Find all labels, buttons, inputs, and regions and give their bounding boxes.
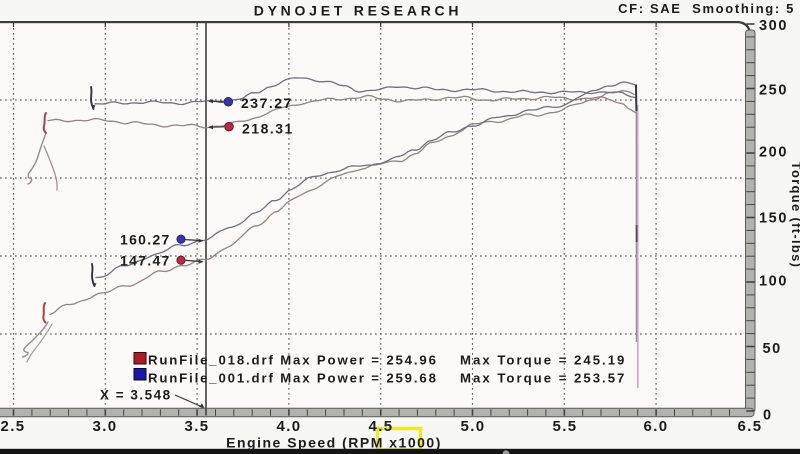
svg-text:Engine Speed (RPM x1000): Engine Speed (RPM x1000) [226, 435, 442, 451]
svg-text:0: 0 [763, 408, 772, 424]
svg-text:237.27: 237.27 [241, 95, 293, 111]
svg-text:150: 150 [759, 211, 788, 227]
svg-text:250: 250 [759, 83, 788, 99]
svg-text:CF: SAE Smoothing: 5: CF: SAE Smoothing: 5 [618, 1, 795, 16]
svg-text:DYNOJET RESEARCH: DYNOJET RESEARCH [254, 3, 463, 19]
svg-text:RunFile_018.drf Max Power = 25: RunFile_018.drf Max Power = 254.96 [148, 353, 438, 368]
svg-text:5.5: 5.5 [552, 418, 577, 435]
svg-text:100: 100 [759, 274, 788, 290]
svg-text:4.5: 4.5 [368, 418, 393, 435]
svg-text:6.0: 6.0 [643, 418, 668, 435]
svg-text:147.47: 147.47 [120, 253, 171, 269]
svg-text:RunFile_001.drf Max Power = 25: RunFile_001.drf Max Power = 259.68 [148, 371, 438, 386]
svg-text:5.0: 5.0 [460, 418, 485, 435]
svg-text:3.5: 3.5 [184, 418, 209, 435]
svg-text:X = 3.548: X = 3.548 [100, 388, 172, 403]
svg-text:300: 300 [759, 18, 788, 34]
svg-text:6.5: 6.5 [737, 418, 762, 435]
svg-text:4.0: 4.0 [276, 418, 301, 435]
svg-text:3.0: 3.0 [92, 418, 117, 435]
svg-text:Max Torque = 253.57: Max Torque = 253.57 [460, 371, 626, 386]
svg-text:2.5: 2.5 [0, 418, 25, 435]
svg-text:Torque (ft-lbs): Torque (ft-lbs) [789, 162, 800, 269]
svg-text:50: 50 [763, 341, 782, 357]
svg-text:218.31: 218.31 [242, 121, 294, 137]
svg-text:200: 200 [759, 145, 788, 161]
svg-text:160.27: 160.27 [120, 232, 171, 248]
svg-text:Max Torque = 245.19: Max Torque = 245.19 [460, 353, 626, 368]
